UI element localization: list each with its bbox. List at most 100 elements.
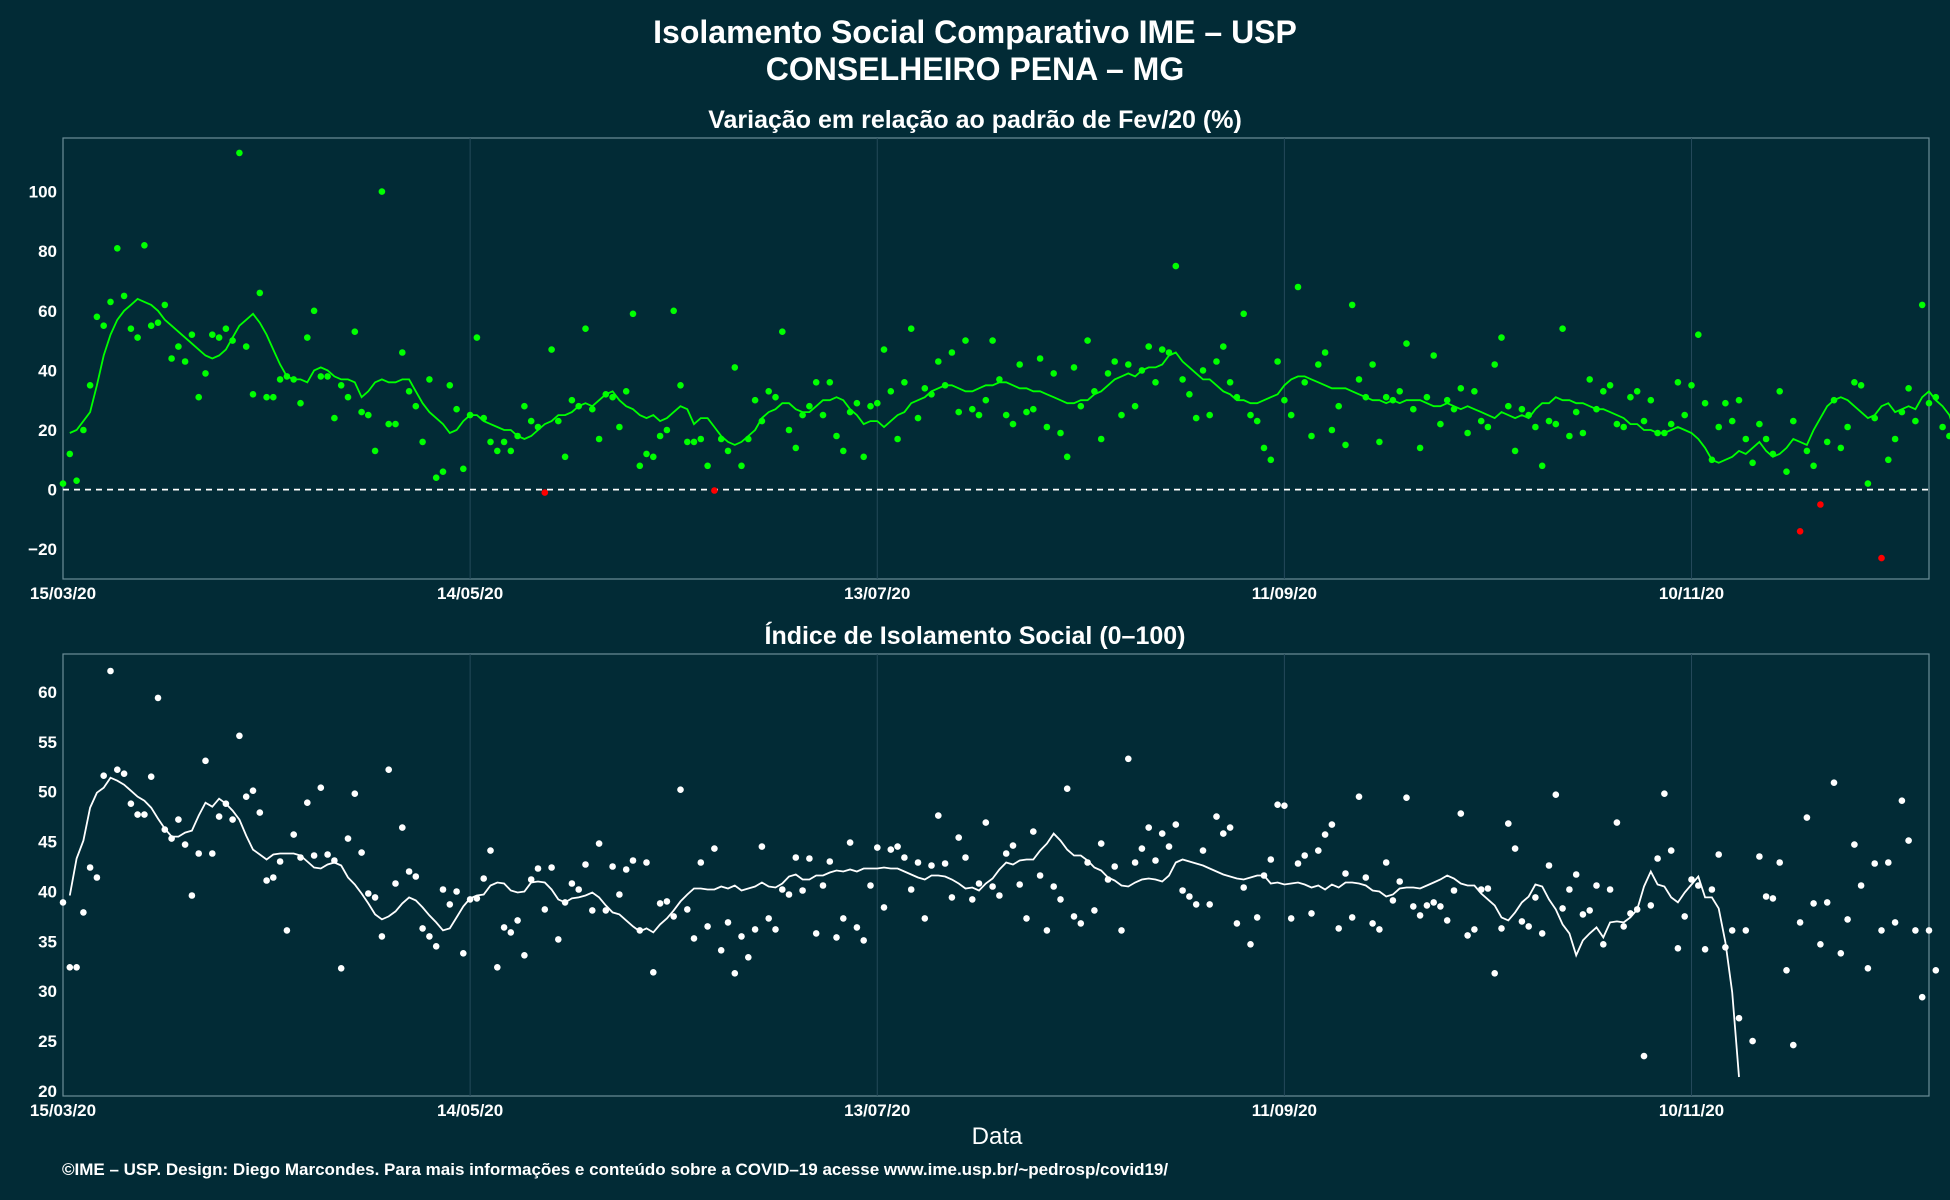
top-data-point [894,435,901,443]
top-data-point [663,426,671,434]
bottom-data-point [1756,853,1763,860]
bottom-data-point [59,899,67,906]
bottom-data-point [948,894,956,901]
top-data-point [880,346,888,353]
bottom-data-point [1532,894,1539,901]
top-data-point [684,438,691,446]
bottom-data-point [1484,885,1492,892]
top-data-point [270,393,277,401]
top-data-point [555,417,562,425]
bottom-data-point [1932,967,1940,974]
bottom-x-tick-label: 14/05/20 [437,1101,503,1120]
top-data-point [1030,405,1037,413]
top-data-point [202,370,209,377]
bottom-data-point [304,799,311,806]
bottom-x-tick-label: 13/07/20 [844,1101,910,1120]
top-data-point [209,331,216,339]
bottom-data-point [799,887,806,894]
bottom-data-point [1722,944,1729,951]
bottom-data-point [1125,755,1132,763]
bottom-data-point [1620,923,1627,930]
bottom-data-point [1002,850,1010,857]
top-data-point [1545,417,1553,425]
top-data-point [1274,358,1281,365]
top-data-point [1376,438,1383,446]
top-data-point [1708,456,1716,464]
top-data-point [1233,393,1241,401]
top-data-point [175,343,182,350]
top-data-point [941,382,949,389]
bottom-data-point [975,880,983,887]
top-data-point [1559,325,1566,333]
bottom-data-point [1165,843,1173,850]
bottom-data-point [629,857,637,864]
top-data-point [1002,411,1010,419]
top-data-point [263,393,270,401]
top-data-point [161,301,169,309]
top-data-point [1796,528,1804,535]
top-data-point [1925,399,1933,407]
bottom-data-point [500,924,508,931]
top-data-point [73,477,80,485]
top-data-point [385,420,393,428]
bottom-data-point [1735,1014,1743,1022]
bottom-data-point [602,907,610,914]
top-data-point [1315,361,1322,368]
top-data-point [480,414,488,422]
top-data-point [1348,301,1356,309]
bottom-data-point [1281,802,1288,809]
top-moving-average-line [69,297,1950,464]
bottom-data-point [1240,884,1247,891]
top-data-point [466,411,474,419]
bottom-data-point [928,862,935,869]
top-data-point [215,334,223,341]
top-data-point [887,388,895,395]
bottom-data-point [1681,913,1688,920]
bottom-data-point [745,954,752,961]
top-data-point [249,391,257,398]
top-data-point [494,447,501,455]
top-data-point [147,322,155,330]
bottom-data-point [256,809,264,816]
top-data-point [975,411,983,419]
bottom-data-point [297,854,304,861]
top-data-point [772,393,779,401]
bottom-data-point [175,816,182,823]
top-data-point [1790,417,1797,425]
bottom-y-tick-label: 40 [38,882,57,901]
top-data-point [1593,405,1600,413]
bottom-data-point [446,901,454,908]
top-data-point [840,447,847,455]
top-data-point [392,420,399,428]
bottom-data-point [1362,874,1370,881]
top-data-point [527,417,535,425]
top-data-point [582,325,589,333]
bottom-data-point [1097,840,1105,847]
bottom-data-point [1328,821,1336,828]
bottom-data-point [1864,965,1872,972]
top-data-point [1898,408,1906,416]
bottom-data-point [249,787,257,794]
bottom-data-point [283,927,291,934]
top-data-point [996,376,1003,383]
top-data-point [860,453,867,461]
top-data-point [405,388,413,395]
top-data-point [1301,379,1308,386]
top-data-point [1600,388,1607,395]
top-data-point [358,408,365,416]
top-data-point [1118,411,1125,419]
bottom-data-point [1382,859,1390,866]
bottom-data-point [846,839,854,846]
bottom-data-point [141,811,148,818]
top-data-point [1918,301,1926,309]
top-data-point [1430,352,1437,359]
top-data-point [1864,480,1872,487]
top-data-point [134,334,141,341]
top-data-point [1206,411,1213,419]
bottom-data-point [595,840,603,847]
top-data-point [1416,444,1424,452]
bottom-data-point [1762,893,1770,900]
bottom-data-point [514,917,521,924]
top-data-point [1735,396,1743,404]
bottom-data-point [955,834,962,841]
